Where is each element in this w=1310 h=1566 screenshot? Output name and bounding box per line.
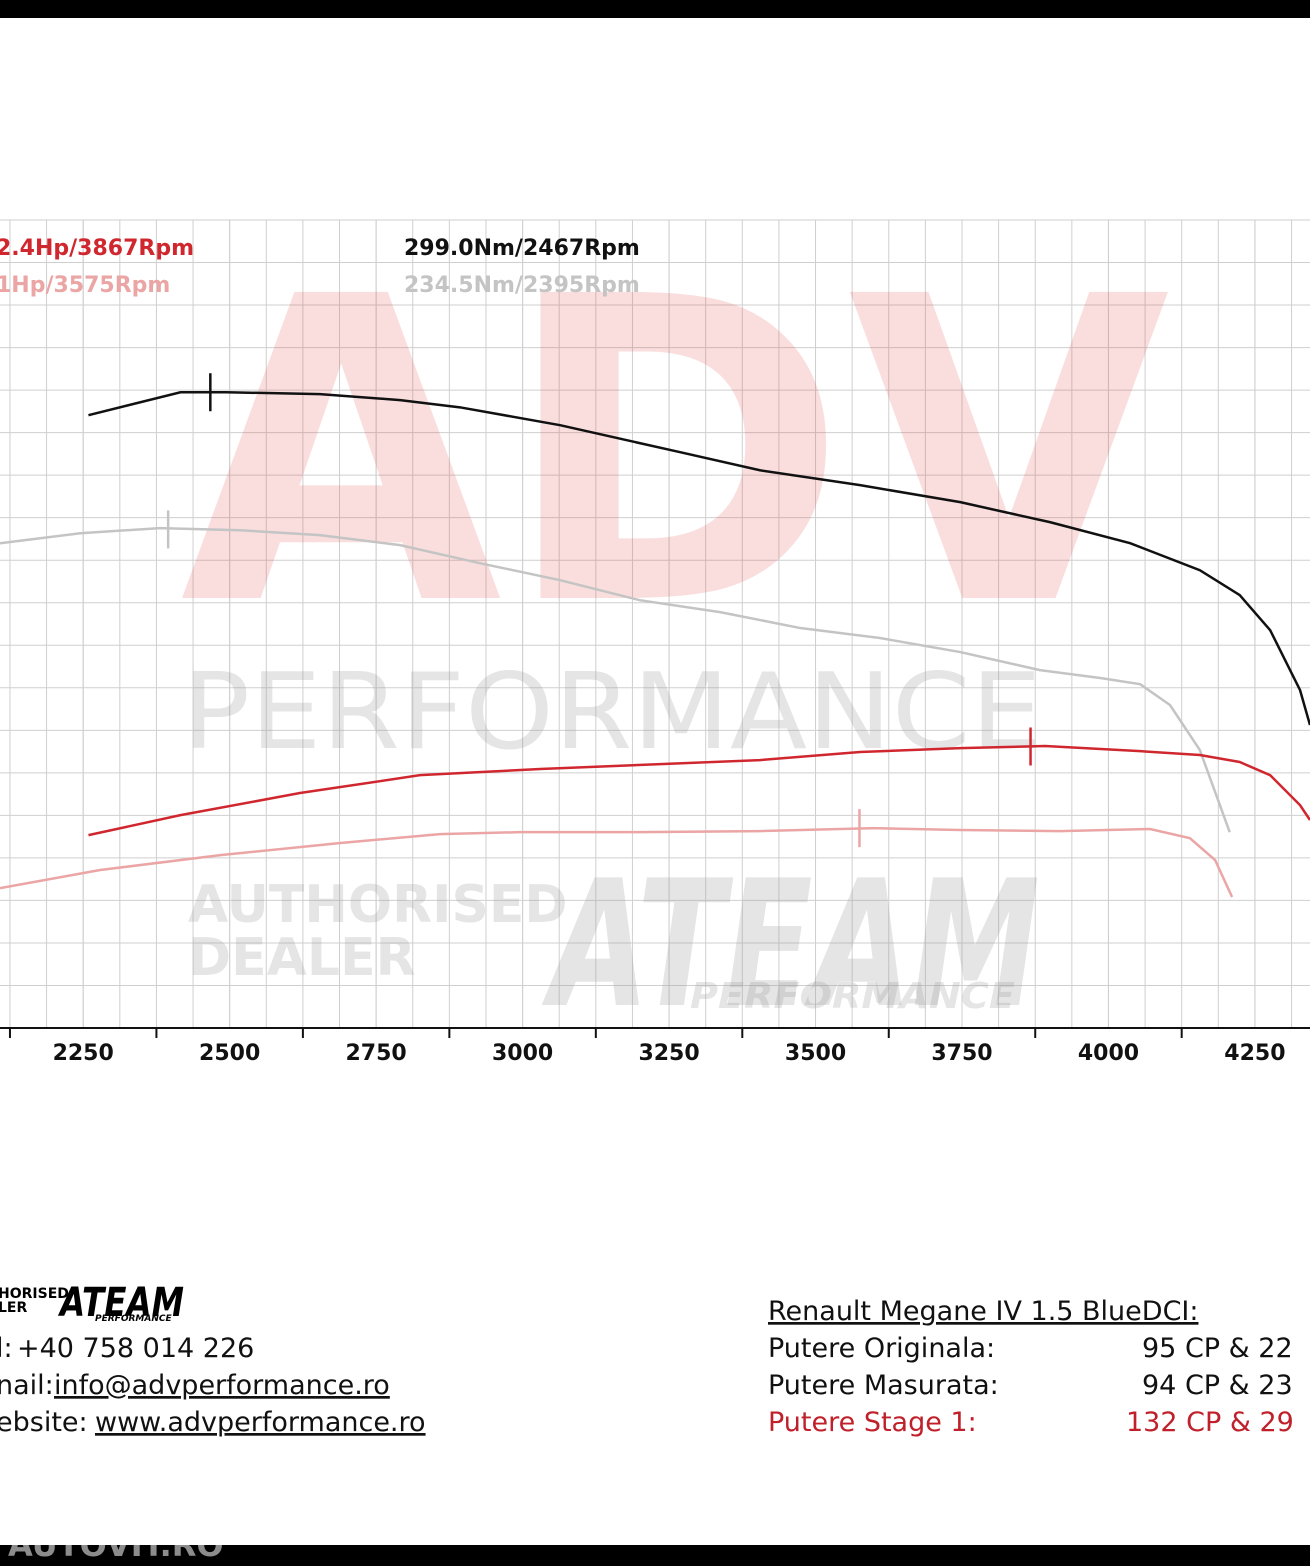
email[interactable]: info@advperformance.ro bbox=[54, 1370, 390, 1401]
watermark-sub: PERFORMANCE bbox=[182, 651, 1042, 773]
footer-logo: HORISED LER ATEAM PERFORMANCE bbox=[0, 1280, 184, 1326]
website[interactable]: www.advperformance.ro bbox=[95, 1407, 426, 1438]
contact-label: l: bbox=[0, 1333, 13, 1364]
phone: +40 758 014 226 bbox=[17, 1333, 254, 1364]
watermark-dealer: AUTHORISED bbox=[188, 875, 568, 935]
watermark-brand: ADV bbox=[180, 209, 1173, 698]
website-link[interactable]: www.advperformance.ro bbox=[95, 1407, 426, 1438]
x-tick-label: 3500 bbox=[785, 1041, 846, 1066]
x-tick-label: 3000 bbox=[492, 1041, 553, 1066]
site-mark: AUTOVIT.RO bbox=[8, 1526, 224, 1564]
watermark-dealer: DEALER bbox=[188, 928, 416, 988]
spec-value: 132 CP & 29 bbox=[1126, 1407, 1294, 1438]
logo-team: ATEAM bbox=[58, 1280, 184, 1326]
x-tick-label: 2250 bbox=[53, 1041, 114, 1066]
annotation: 2.4Hp/3867Rpm bbox=[0, 236, 194, 261]
watermark-team-sub: PERFORMANCE bbox=[690, 976, 1015, 1017]
spec-value: 95 CP & 22 bbox=[1142, 1333, 1293, 1364]
contacts: l: +40 758 014 226 nail: info@advperform… bbox=[0, 1333, 426, 1438]
spec-label: Putere Stage 1: bbox=[768, 1407, 977, 1438]
contact-label: nail: bbox=[0, 1370, 54, 1401]
watermark-team: ATEAM bbox=[541, 844, 1040, 1047]
grid bbox=[0, 219, 1310, 1029]
series-line bbox=[88, 390, 1310, 726]
logo-team-sub: PERFORMANCE bbox=[95, 1314, 172, 1324]
watermark: ADV PERFORMANCE AUTHORISED DEALER ATEAM … bbox=[180, 209, 1173, 1047]
x-tick-label: 3250 bbox=[638, 1041, 699, 1066]
logo-dealer: LER bbox=[0, 1300, 27, 1316]
annotation: 234.5Nm/2395Rpm bbox=[404, 273, 640, 298]
x-axis-ticks: 2250 2500 2750 3000 3250 3500 3750 4000 4250 bbox=[8, 1028, 1286, 1066]
spec-label: Putere Masurata: bbox=[768, 1370, 999, 1401]
spec-value: 94 CP & 23 bbox=[1142, 1370, 1293, 1401]
specs: Renault Megane IV 1.5 BlueDCI: Putere Or… bbox=[768, 1296, 1294, 1438]
x-tick-label: 3750 bbox=[931, 1041, 992, 1066]
spec-label: Putere Originala: bbox=[768, 1333, 995, 1364]
annotations: 2.4Hp/3867Rpm 1Hp/3575Rpm 299.0Nm/2467Rp… bbox=[0, 236, 640, 298]
series-line bbox=[0, 526, 1231, 833]
email-link[interactable]: info@advperformance.ro bbox=[54, 1370, 390, 1401]
x-tick-label: 4000 bbox=[1078, 1041, 1139, 1066]
car-title: Renault Megane IV 1.5 BlueDCI: bbox=[768, 1296, 1198, 1327]
contact-label: ebsite: bbox=[0, 1407, 88, 1438]
series-line bbox=[0, 826, 1234, 898]
x-tick-label: 2750 bbox=[346, 1041, 407, 1066]
annotation: 299.0Nm/2467Rpm bbox=[404, 236, 640, 261]
x-tick-label: 4250 bbox=[1224, 1041, 1285, 1066]
annotation: 1Hp/3575Rpm bbox=[0, 273, 170, 298]
plot bbox=[0, 373, 1310, 898]
x-tick-label: 2500 bbox=[199, 1041, 260, 1066]
logo-dealer: HORISED bbox=[0, 1286, 69, 1302]
bottom-bar bbox=[0, 1545, 1310, 1566]
series-line bbox=[88, 744, 1310, 837]
top-bar bbox=[0, 0, 1310, 18]
